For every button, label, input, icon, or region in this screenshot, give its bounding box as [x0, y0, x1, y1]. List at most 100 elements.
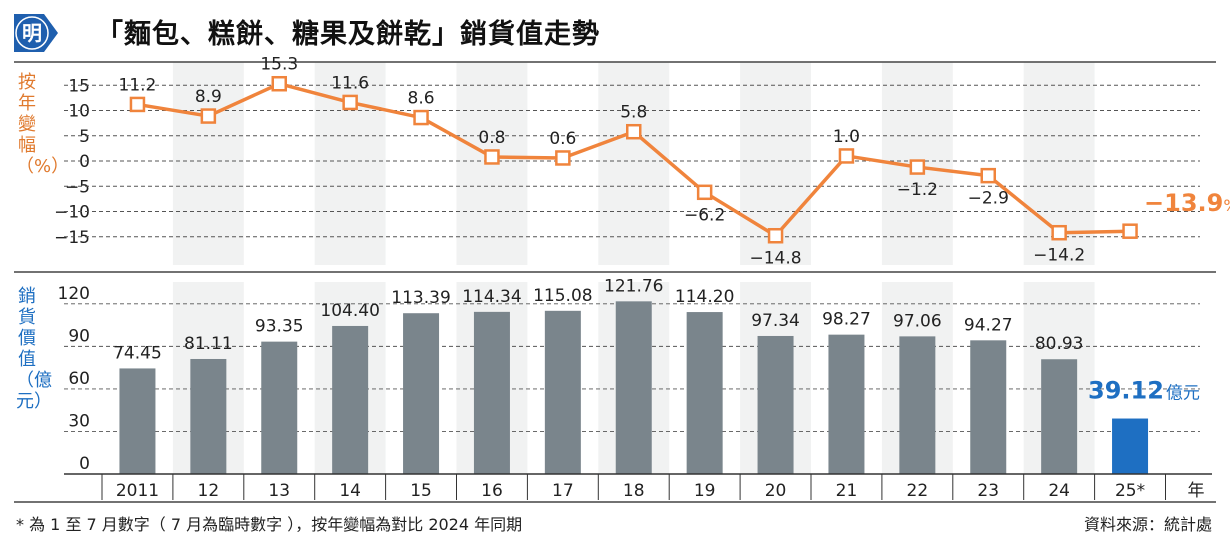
- line-point-16: [484, 149, 500, 165]
- x-tick-label-25*: 25*: [1115, 481, 1145, 501]
- line-data-label-25*: −13.9%: [1144, 189, 1230, 217]
- bar-y-axis-label: 銷貨價值（億元）: [16, 286, 52, 412]
- x-axis-unit: 年: [1188, 481, 1205, 501]
- line-data-label-2011: 11.2: [119, 75, 157, 95]
- line-data-label-21: 1.0: [833, 127, 860, 147]
- line-highlight-unit: %: [1223, 196, 1230, 215]
- line-data-label-18: 5.8: [620, 103, 647, 123]
- bar-data-label-23: 94.27: [964, 315, 1013, 335]
- bar-y-tick-label: 120: [58, 284, 90, 304]
- x-tick-label-22: 22: [907, 481, 929, 501]
- bar-data-label-16: 114.34: [462, 287, 521, 307]
- bar-data-label-20: 97.34: [751, 311, 800, 331]
- x-tick-label-14: 14: [339, 481, 361, 501]
- bar-24: [1041, 359, 1078, 474]
- x-axis: 2011 12 13 14 15 16 17 18 19 20 21 22 23 24 25* 年: [64, 473, 1212, 501]
- bar-21: [828, 334, 865, 474]
- band-line-7: [598, 62, 670, 265]
- bar-data-label-15: 113.39: [391, 288, 450, 308]
- bar-y-tick-label: 30: [68, 411, 90, 431]
- bar-22: [899, 336, 936, 474]
- bar-data-label-25*: 39.12 億元: [1088, 377, 1200, 405]
- line-data-label-20: −14.8: [749, 249, 801, 269]
- line-point-19: [696, 184, 713, 201]
- bar-23: [970, 340, 1007, 474]
- line-data-label-12: 8.9: [195, 87, 222, 107]
- x-tick-label-19: 19: [694, 481, 716, 501]
- line-point-17: [555, 150, 571, 166]
- line-y-tick-label: 10: [68, 102, 90, 122]
- bar-2011: [119, 368, 156, 474]
- bar-data-label-12: 81.11: [184, 334, 233, 354]
- line-y-tick-label: −10: [54, 203, 90, 223]
- footnote: * 為 1 至 7 月數字（ 7 月為臨時數字 ），按年變幅為對比 2024 年…: [16, 515, 523, 534]
- line-y-tick-label: 5: [79, 127, 90, 147]
- bar-19: [686, 312, 723, 474]
- band-line-1: [172, 62, 244, 265]
- line-y-tick-label: −15: [54, 228, 90, 248]
- x-tick-label-13: 13: [268, 481, 290, 501]
- line-point-12: [200, 108, 217, 124]
- line-data-label-13: 15.3: [260, 55, 298, 75]
- line-data-label-14: 11.6: [331, 73, 369, 93]
- line-panel: 15 10 5 0 −5 −10 −15 11.2 8.9 15.3 11.6 8.6 0.8 0.6 5.…: [54, 55, 1230, 269]
- x-tick-label-24: 24: [1048, 481, 1070, 501]
- x-tick-label-2011: 2011: [116, 481, 159, 501]
- line-data-label-15: 8.6: [408, 89, 435, 109]
- bar-panel: 120 90 60 30 0 74.45 81.11 93.35 104.40 113.39 114…: [58, 276, 1200, 474]
- line-y-tick-label: 15: [68, 76, 90, 96]
- bar-12: [190, 358, 227, 474]
- bar-data-label-24: 80.93: [1035, 334, 1084, 354]
- bar-highlight-unit: 億元: [1166, 384, 1200, 404]
- bar-16: [473, 311, 510, 474]
- line-point-22: [909, 159, 926, 175]
- bar-17: [544, 310, 581, 474]
- line-data-label-16: 0.8: [478, 128, 505, 148]
- line-point-21: [838, 148, 855, 164]
- line-y-tick-label: 0: [79, 152, 90, 172]
- bar-14: [332, 325, 369, 474]
- line-data-label-22: −1.2: [897, 180, 938, 200]
- line-y-tick-label: −5: [65, 177, 90, 197]
- bar-data-label-13: 93.35: [255, 317, 304, 337]
- bar-y-tick-label: 60: [68, 369, 90, 389]
- x-tick-label-12: 12: [198, 481, 220, 501]
- line-data-label-19: −6.2: [684, 205, 725, 225]
- source-note: 資料來源：統計處: [1083, 515, 1212, 534]
- bar-data-label-22: 97.06: [893, 311, 942, 331]
- bar-y-tick-label: 90: [68, 326, 90, 346]
- bar-25*: [1112, 418, 1149, 474]
- line-point-20: [767, 227, 784, 244]
- x-tick-label-17: 17: [552, 481, 574, 501]
- line-point-15: [413, 109, 429, 126]
- line-data-label-17: 0.6: [549, 129, 576, 149]
- line-point-18: [626, 123, 642, 140]
- x-tick-label-23: 23: [977, 481, 999, 501]
- logo-text: 明: [22, 21, 42, 45]
- brand-logo: 明: [14, 14, 58, 52]
- line-data-label-23: −2.9: [968, 189, 1009, 209]
- bar-data-label-17: 115.08: [533, 286, 592, 306]
- line-point-24: [1051, 224, 1067, 241]
- line-point-13: [271, 75, 287, 92]
- bar-data-label-14: 104.40: [320, 301, 379, 321]
- bar-13: [261, 341, 298, 474]
- x-tick-label-16: 16: [481, 481, 503, 501]
- bar-data-label-19: 114.20: [675, 287, 734, 307]
- bar-data-label-2011: 74.45: [113, 343, 162, 363]
- line-point-23: [980, 167, 996, 184]
- x-tick-label-18: 18: [623, 481, 645, 501]
- x-tick-label-15: 15: [410, 481, 432, 501]
- bar-data-label-21: 98.27: [822, 310, 871, 330]
- bar-15: [403, 313, 440, 474]
- line-point-2011: [129, 96, 146, 113]
- bar-18: [615, 301, 652, 474]
- line-data-label-24: −14.2: [1033, 246, 1085, 266]
- panel-dividers: [14, 61, 1216, 503]
- line-point-14: [342, 94, 358, 111]
- line-point-25*: [1122, 223, 1138, 239]
- bar-data-label-18: 121.76: [604, 276, 663, 296]
- x-tick-label-21: 21: [836, 481, 858, 501]
- bar-y-tick-label: 0: [79, 454, 90, 474]
